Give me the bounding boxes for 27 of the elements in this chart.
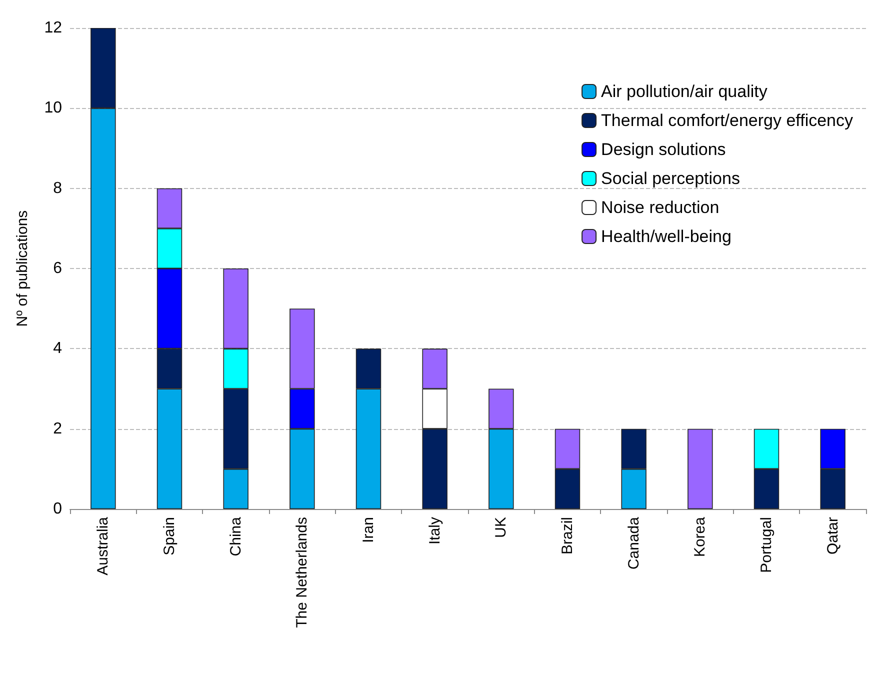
y-tick-label: 12 [44, 20, 62, 36]
y-tick-label: 0 [53, 500, 62, 518]
y-tick-label: 10 [44, 100, 62, 117]
bar [688, 428, 713, 509]
x-tick-label: Portugal [758, 517, 775, 573]
x-tick-label: The Netherlands [294, 517, 311, 628]
x-tick-label: Spain [161, 517, 178, 556]
x-tick-label: Iran [360, 517, 377, 543]
legend-label: Noise reduction [601, 198, 720, 217]
x-tick-label: Korea [692, 516, 709, 558]
x-tick-label: Qatar [824, 516, 842, 555]
x-tick-label: Italy [426, 516, 444, 545]
legend-label: Air pollution/air quality [601, 82, 768, 101]
x-tick-label: Australia [94, 516, 112, 576]
legend-label: Thermal comfort/energy efficency [601, 111, 854, 130]
y-tick-label: 2 [53, 420, 62, 438]
x-tick-label: China [227, 516, 244, 556]
y-tick-label: 6 [53, 260, 62, 277]
legend-label: Social perceptions [601, 169, 740, 188]
legend-label: Health/well-being [601, 227, 732, 246]
y-axis-title: Nº of publications [14, 210, 31, 327]
legend-label: Design solutions [601, 140, 726, 159]
x-tick-label: Brazil [559, 517, 576, 555]
x-tick-label: UK [492, 517, 510, 538]
x-tick-label: Canada [625, 516, 642, 570]
y-tick-label: 8 [53, 180, 62, 197]
y-tick-label: 4 [53, 340, 62, 358]
